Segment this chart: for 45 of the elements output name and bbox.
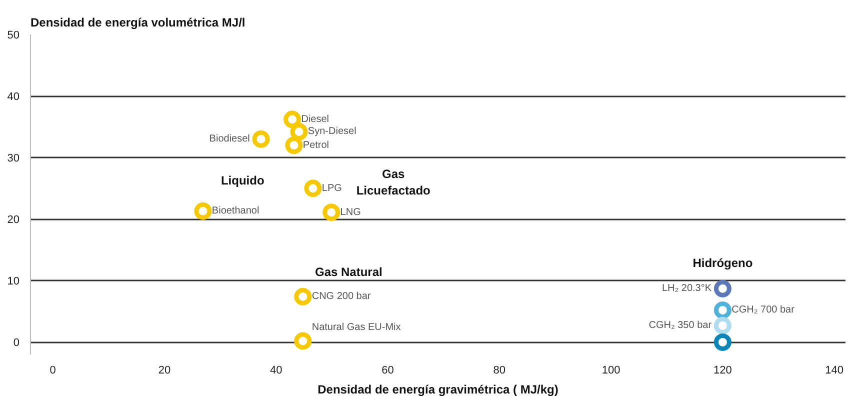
y-tick-label: 10	[7, 276, 20, 288]
y-tick-label: 30	[7, 152, 20, 165]
point	[252, 130, 270, 148]
point	[714, 316, 732, 334]
annotation: Liquido	[220, 173, 264, 188]
series-label: Syn-Diesel	[308, 126, 356, 138]
x-tick-label: 20	[158, 364, 171, 376]
point	[285, 136, 303, 154]
series-label: Diesel	[301, 114, 330, 125]
point	[294, 332, 312, 350]
series-label: CGH₂ 700 bar	[732, 304, 796, 316]
x-axis-title: Densidad de energía gravimétrica ( MJ/kg)	[318, 382, 558, 396]
point	[714, 301, 732, 319]
y-axis-title: Densidad de energía volumétrica MJ/l	[30, 16, 246, 30]
point	[284, 110, 302, 128]
series-label: LNG	[340, 206, 362, 218]
x-tick-label: 60	[382, 364, 394, 376]
y-tick-label: 40	[7, 91, 20, 104]
series-label: CNG 200 bar	[312, 291, 372, 302]
point	[322, 204, 340, 222]
point	[714, 280, 732, 298]
point	[714, 333, 732, 351]
x-tick-label: 140	[825, 364, 844, 376]
y-tick-label: 0	[13, 337, 20, 350]
point	[304, 180, 322, 198]
annotation: Gas Natural	[315, 265, 382, 280]
annotation: Hidrógeno	[692, 256, 753, 270]
series-label: LPG	[322, 182, 342, 194]
x-tick-label: 40	[270, 364, 282, 376]
series-label: Petrol	[302, 140, 330, 151]
x-tick-label: 80	[493, 364, 506, 376]
x-tick-label: 0	[50, 364, 56, 376]
point	[294, 288, 312, 306]
y-tick-label: 20	[7, 214, 20, 226]
series-label: Bioethanol	[212, 206, 260, 217]
series-label: Natural Gas EU-Mix	[312, 322, 401, 333]
y-tick-label: 50	[7, 30, 20, 42]
x-tick-label: 100	[602, 364, 620, 376]
series-label: CGH₂ 350 bar	[648, 320, 712, 332]
point	[194, 202, 212, 220]
series-label: Biodiesel	[209, 134, 250, 145]
series-label: LH₂ 20.3°K	[662, 283, 712, 294]
x-tick-label: 120	[714, 364, 732, 376]
point	[290, 122, 308, 140]
annotation: Gas Licuefactado	[356, 166, 430, 198]
